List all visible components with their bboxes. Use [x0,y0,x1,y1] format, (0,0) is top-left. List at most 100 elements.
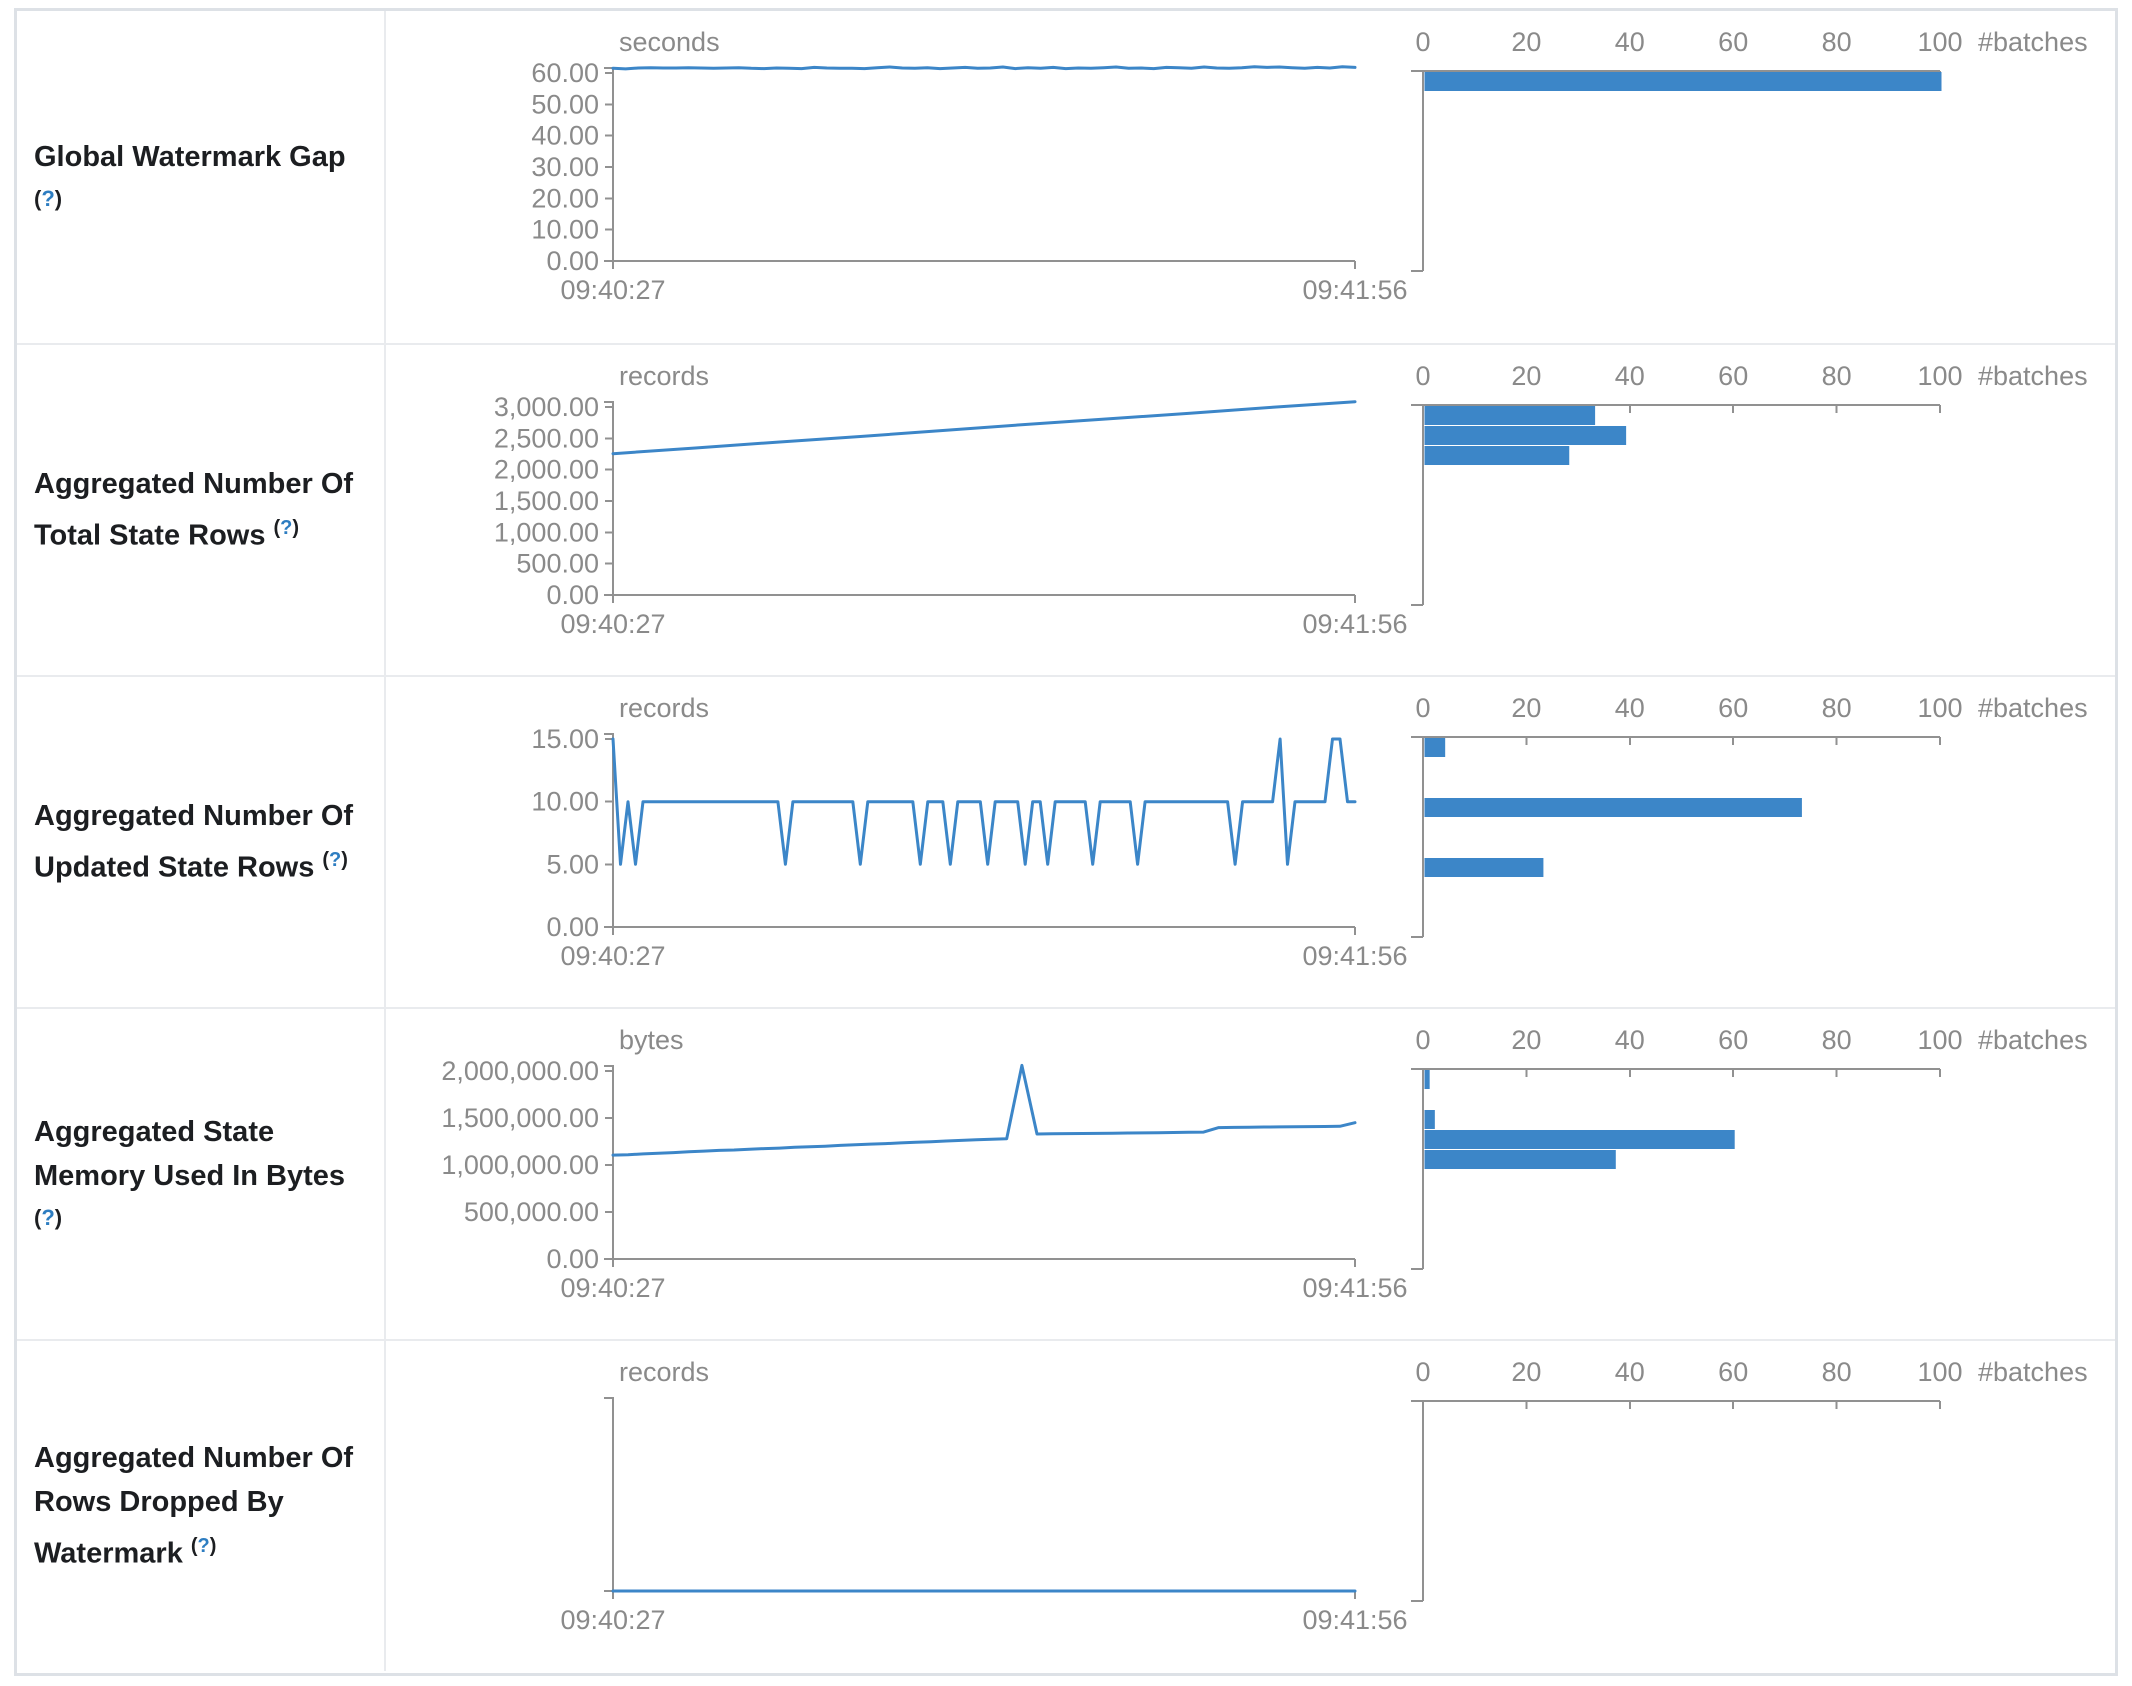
hist-x-axis-tick-label: 100 [1917,361,1962,391]
y-axis-tick-label: 2,000,000.00 [441,1056,599,1086]
help-question-link[interactable]: ? [41,186,55,211]
y-axis [604,401,614,595]
timeline-unit-label: seconds [619,27,720,57]
metric-row-aggregated-state-memory-used-in-bytes: Aggregated State Memory Used In Bytes (?) b… [17,1007,2115,1339]
metric-label-cell: Aggregated Number Of Updated State Rows (?… [17,677,386,1007]
timeline-series-line [611,737,1357,866]
hist-x-axis-tick-label: 80 [1822,1357,1852,1387]
hist-bar [1424,798,1802,817]
hist-x-axis-tick-label: 20 [1511,361,1541,391]
hist-x-axis-tick-label: 20 [1511,1025,1541,1055]
y-axis-tick-label: 3,000.00 [494,392,599,422]
hist-batches-axis-label: #batches [1978,1025,2088,1055]
hist-bar [1424,406,1596,425]
hist-bar [1424,426,1627,445]
metric-label: Aggregated Number Of [34,1436,376,1480]
metric-label: Watermark (?) [34,1524,376,1576]
hist-x-axis-tick-label: 100 [1917,1357,1962,1387]
hist-bar [1424,1130,1735,1149]
help-question-link[interactable]: ? [280,517,293,540]
y-axis-tick-label: 0.00 [546,246,599,276]
charts-aggregated-state-memory-used-in-bytes: bytes 0.00 500,000.00 1,000,000.00 1,500,000… [441,1025,2088,1303]
metric-row-aggregated-number-of-updated-state-rows: Aggregated Number Of Updated State Rows (?… [17,675,2115,1007]
hist-x-axis-tick-label: 60 [1718,361,1748,391]
hist-bar [1424,446,1570,465]
help-question-link[interactable]: ? [41,1205,55,1230]
metric-label: Aggregated Number Of [34,794,376,838]
hist-x-axis-tick-label: 80 [1822,361,1852,391]
metric-label-text: Updated State Rows [34,851,315,884]
help-question-link[interactable]: ? [197,1535,210,1558]
hist-bar [1424,1150,1616,1169]
charts-aggregated-number-of-total-state-rows: records 0.00500.001,000.001,500.002,000.0… [494,361,2088,639]
chart-cell: records 09:40:27 09:41:56 0 20 40 60 80 100 #batc… [386,1341,2121,1671]
hist-x-axis-tick-label: 40 [1615,693,1645,723]
hist-x-axis-tick-label: 80 [1822,27,1852,57]
metric-label-cell: Aggregated State Memory Used In Bytes (?) [17,1009,386,1339]
hist-x-axis-tick-label: 100 [1917,1025,1962,1055]
hist-x-axis-tick-label: 20 [1511,27,1541,57]
hist-x-axis-tick-label: 20 [1511,1357,1541,1387]
metric-label-text: Rows Dropped By [34,1486,284,1519]
metric-label-text: Memory Used In Bytes [34,1160,346,1192]
hist-batches-axis-label: #batches [1978,361,2088,391]
hist-bar [1424,1110,1435,1129]
y-axis-tick-label: 1,000,000.00 [441,1150,599,1180]
x-axis-start-label: 09:40:27 [560,275,665,305]
hist-x-axis-tick-label: 0 [1415,693,1430,723]
help-question-link[interactable]: ? [329,849,342,872]
y-axis-tick-label: 1,000.00 [494,517,599,547]
x-axis-end-label: 09:41:56 [1302,941,1407,971]
metric-label-cell: Global Watermark Gap (?) [17,11,386,343]
metric-label-cell: Aggregated Number Of Total State Rows (?) [17,345,386,675]
metric-label-text: Aggregated State [34,1116,275,1148]
chart-cell: records 0.00 5.00 10.00 15.00 09:40:27 09:41:5… [386,677,2121,1007]
y-axis [604,733,614,927]
metric-label: Memory Used In Bytes [34,1154,376,1198]
hist-bar [1424,738,1446,757]
metric-label-text: Watermark [34,1537,183,1570]
hist-x-axis-tick-label: 0 [1415,361,1430,391]
metric-label: Aggregated State [34,1110,376,1154]
charts-aggregated-number-of-updated-state-rows: records 0.00 5.00 10.00 15.00 09:40:27 09:41:5… [531,693,2088,971]
y-axis-tick-label: 30.00 [531,152,599,182]
metric-label-text: Aggregated Number Of [34,468,354,501]
metric-row-aggregated-number-of-total-state-rows: Aggregated Number Of Total State Rows (?) r… [17,343,2115,675]
x-axis-end-label: 09:41:56 [1302,609,1407,639]
metric-label-text: Total State Rows [34,519,266,552]
help-marker: (?) [273,517,300,540]
y-axis [604,67,614,261]
hist-batches-axis-label: #batches [1978,27,2088,57]
metric-label: Total State Rows (?) [34,506,376,558]
hist-x-axis-tick-label: 100 [1917,693,1962,723]
hist-batches-axis-label: #batches [1978,693,2088,723]
chart-cell: seconds 0.00 10.00 20.00 30.00 40.00 50.00 60.0… [386,11,2121,343]
metric-label-text: Global Watermark Gap [34,141,346,173]
hist-x-axis-tick-label: 40 [1615,1025,1645,1055]
y-axis-tick-label: 1,500,000.00 [441,1103,599,1133]
timeline-unit-label: records [619,1357,709,1387]
help-marker: (?) [34,186,63,211]
y-axis-tick-label: 1,500.00 [494,486,599,516]
timeline-unit-label: records [619,693,709,723]
x-axis-start-label: 09:40:27 [560,1273,665,1303]
metric-label: Aggregated Number Of [34,462,376,506]
hist-x-axis-tick-label: 0 [1415,27,1430,57]
streaming-statistics-table: Global Watermark Gap (?) seconds 0.00 10.00 2… [14,8,2118,1676]
x-axis-end-label: 09:41:56 [1302,1605,1407,1635]
hist-x-axis-tick-label: 40 [1615,1357,1645,1387]
x-axis-start-label: 09:40:27 [560,609,665,639]
y-axis [604,1397,614,1591]
y-axis-tick-label: 0.00 [546,912,599,942]
metric-label-text: Aggregated Number Of [34,800,354,833]
help-marker: (?) [322,849,348,872]
y-axis-tick-label: 50.00 [531,89,599,119]
y-axis-tick-label: 15.00 [531,724,599,754]
hist-batches-axis-label: #batches [1978,1357,2088,1387]
x-axis-start-label: 09:40:27 [560,1605,665,1635]
timeline-series-line [611,400,1357,456]
charts-aggregated-number-of-rows-dropped-by-watermark: records 09:40:27 09:41:56 0 20 40 60 80 100 #batc… [560,1357,2088,1635]
timeline-series-line [611,65,1357,71]
metric-label-cell: Aggregated Number Of Rows Dropped By Water… [17,1341,386,1671]
hist-x-axis-tick-label: 0 [1415,1025,1430,1055]
